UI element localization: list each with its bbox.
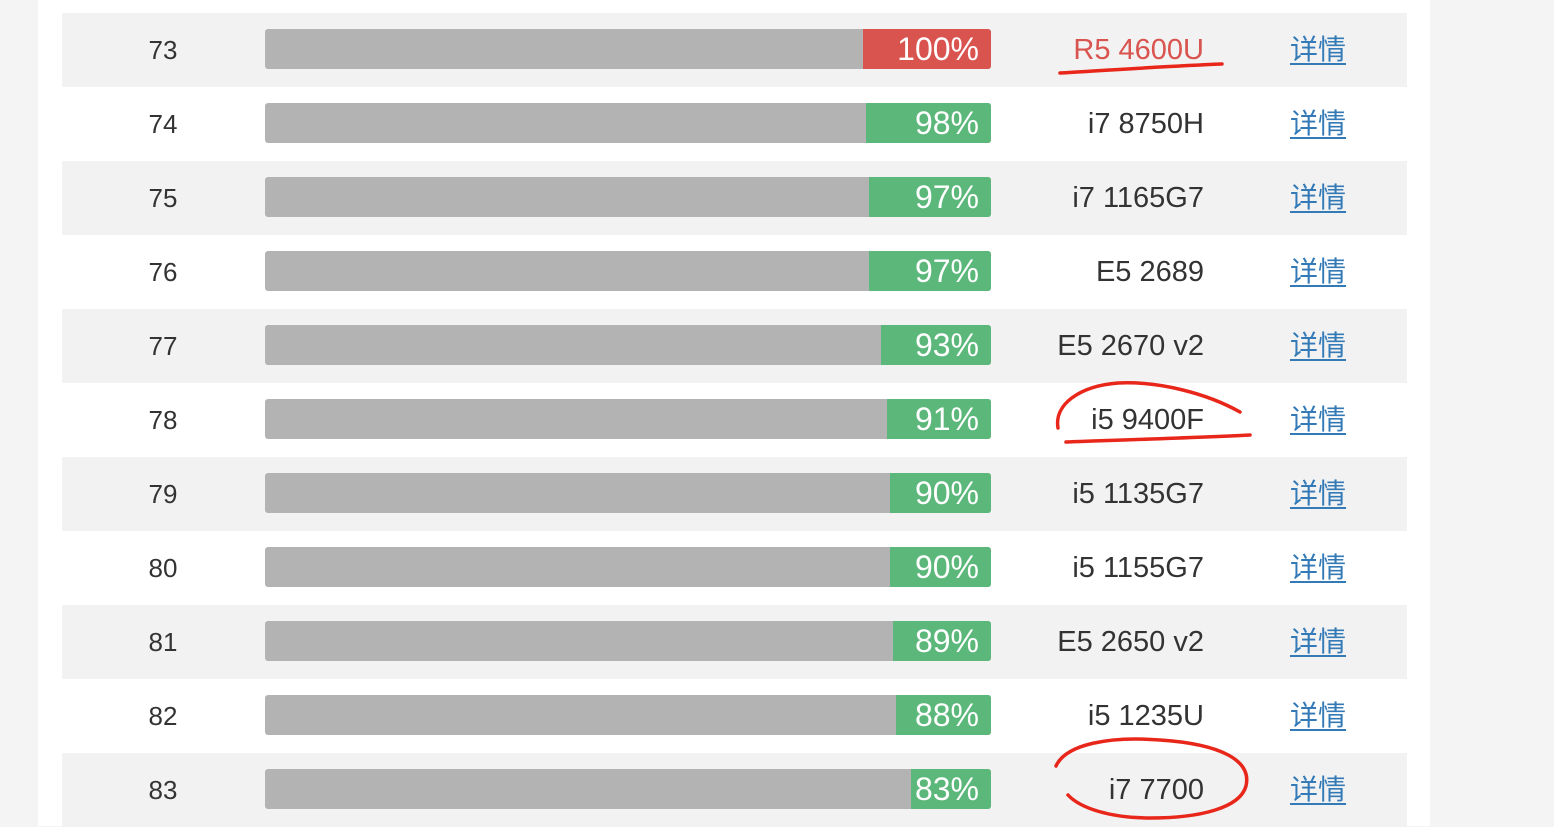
performance-bar: 91% bbox=[265, 399, 991, 439]
cpu-model-name: E5 2670 v2 bbox=[1057, 330, 1204, 362]
rank-number: 73 bbox=[148, 35, 178, 65]
performance-bar: 100% bbox=[265, 29, 991, 69]
detail-link[interactable]: 详情 bbox=[1290, 404, 1347, 435]
rank-number: 83 bbox=[148, 775, 178, 805]
table-row: 76 97% E5 2689 详情 bbox=[62, 235, 1407, 309]
performance-bar-fill: 83% bbox=[911, 769, 991, 809]
performance-bar: 97% bbox=[265, 251, 991, 291]
cpu-model-name: i5 1135G7 bbox=[1072, 478, 1204, 510]
table-row: 78 91% i5 9400F 详情 bbox=[62, 383, 1407, 457]
detail-link[interactable]: 详情 bbox=[1290, 330, 1347, 361]
performance-bar: 97% bbox=[265, 177, 991, 217]
table-row: 81 89% E5 2650 v2 详情 bbox=[62, 605, 1407, 679]
detail-link[interactable]: 详情 bbox=[1290, 700, 1347, 731]
rank-number: 82 bbox=[148, 701, 178, 731]
performance-bar-fill: 93% bbox=[881, 325, 991, 365]
cpu-model-name: E5 2650 v2 bbox=[1057, 626, 1204, 658]
performance-bar: 90% bbox=[265, 547, 991, 587]
detail-link[interactable]: 详情 bbox=[1290, 108, 1347, 139]
rank-number: 78 bbox=[148, 405, 178, 435]
detail-link[interactable]: 详情 bbox=[1290, 182, 1347, 213]
detail-link[interactable]: 详情 bbox=[1290, 256, 1347, 287]
detail-link[interactable]: 详情 bbox=[1290, 478, 1347, 509]
performance-bar: 89% bbox=[265, 621, 991, 661]
performance-bar: 88% bbox=[265, 695, 991, 735]
cpu-model-name: R5 4600U bbox=[1073, 34, 1204, 66]
performance-bar-fill: 97% bbox=[869, 177, 991, 217]
detail-link[interactable]: 详情 bbox=[1290, 626, 1347, 657]
rank-number: 79 bbox=[148, 479, 178, 509]
cpu-model-name: i5 9400F bbox=[1091, 404, 1204, 436]
detail-link[interactable]: 详情 bbox=[1290, 552, 1347, 583]
performance-bar: 98% bbox=[265, 103, 991, 143]
performance-bar-fill: 88% bbox=[896, 695, 991, 735]
detail-link[interactable]: 详情 bbox=[1290, 774, 1347, 805]
cpu-model-name: E5 2689 bbox=[1095, 256, 1204, 288]
cpu-model-name: i7 1165G7 bbox=[1072, 182, 1204, 214]
rank-number: 75 bbox=[148, 183, 178, 213]
table-row: 73 100% R5 4600U 详情 bbox=[62, 13, 1407, 87]
cpu-model-name: i7 7700 bbox=[1108, 774, 1204, 806]
cpu-model-name: i5 1155G7 bbox=[1072, 552, 1204, 584]
table-row: 80 90% i5 1155G7 详情 bbox=[62, 531, 1407, 605]
table-row: 83 83% i7 7700 详情 bbox=[62, 753, 1407, 827]
performance-bar-fill: 98% bbox=[866, 103, 991, 143]
performance-bar-fill: 97% bbox=[869, 251, 991, 291]
performance-bar-fill: 90% bbox=[890, 547, 991, 587]
performance-bar-fill: 91% bbox=[887, 399, 991, 439]
rank-number: 74 bbox=[148, 109, 178, 139]
table-row: 75 97% i7 1165G7 详情 bbox=[62, 161, 1407, 235]
rank-number: 76 bbox=[148, 257, 178, 287]
performance-bar-fill: 100% bbox=[863, 29, 991, 69]
table-row: 79 90% i5 1135G7 详情 bbox=[62, 457, 1407, 531]
performance-bar: 90% bbox=[265, 473, 991, 513]
performance-bar: 83% bbox=[265, 769, 991, 809]
table-row: 82 88% i5 1235U 详情 bbox=[62, 679, 1407, 753]
performance-bar: 93% bbox=[265, 325, 991, 365]
performance-bar-fill: 89% bbox=[893, 621, 991, 661]
rank-number: 80 bbox=[148, 553, 178, 583]
cpu-model-name: i7 8750H bbox=[1087, 108, 1204, 140]
detail-link[interactable]: 详情 bbox=[1290, 34, 1347, 65]
ranking-panel: 73 100% R5 4600U 详情 74 98% i7 8750H 详情 75 97% i7 1… bbox=[38, 0, 1430, 827]
table-row: 77 93% E5 2670 v2 详情 bbox=[62, 309, 1407, 383]
cpu-model-name: i5 1235U bbox=[1087, 700, 1204, 732]
cpu-ranking-list: 73 100% R5 4600U 详情 74 98% i7 8750H 详情 75 97% i7 1… bbox=[62, 13, 1407, 827]
rank-number: 77 bbox=[148, 331, 178, 361]
performance-bar-fill: 90% bbox=[890, 473, 991, 513]
table-row: 74 98% i7 8750H 详情 bbox=[62, 87, 1407, 161]
rank-number: 81 bbox=[148, 627, 178, 657]
